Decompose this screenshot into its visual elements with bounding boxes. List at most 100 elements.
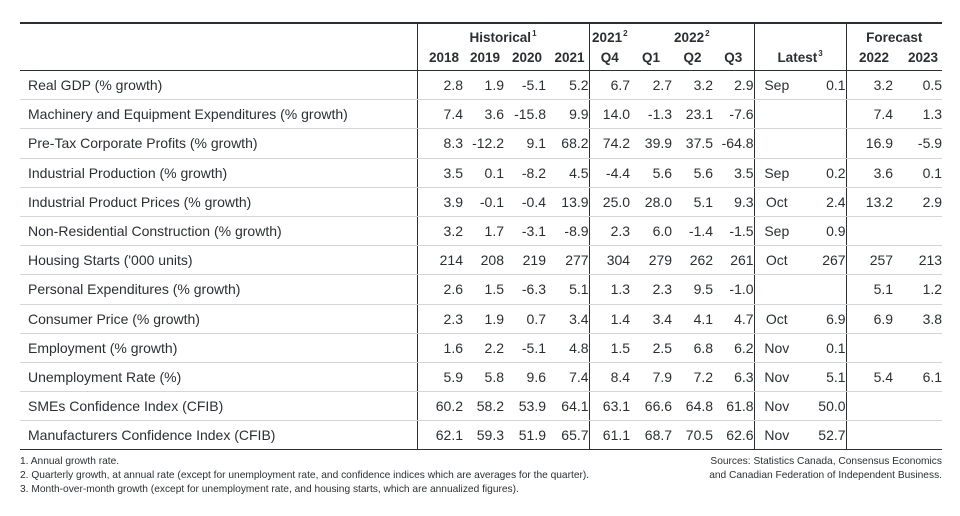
value-2022-q2: 64.8 [672, 391, 714, 422]
latest-month: Nov [753, 391, 800, 422]
value-2020: 219 [504, 245, 546, 276]
forecast-2023: 1.3 [893, 99, 943, 130]
value-2022-q1: 66.6 [630, 391, 673, 422]
forecast-2022 [845, 333, 894, 363]
value-2022-q3: -1.0 [713, 274, 755, 305]
footnotes: 1. Annual growth rate. 2. Quarterly grow… [20, 455, 589, 497]
value-2022-q2: 37.5 [672, 128, 714, 159]
value-2021: 4.8 [546, 333, 590, 363]
forecast-2023 [893, 420, 943, 451]
value-2021-q4: 1.5 [588, 333, 631, 363]
forecast-2023: 1.2 [893, 274, 943, 305]
table-row: Non-Residential Construction (% growth) 3… [20, 216, 943, 247]
indicator-label: Industrial Production (% growth) [20, 158, 417, 188]
value-2021-q4: 74.2 [588, 128, 631, 159]
table-row: SMEs Confidence Index (CFIB) 60.2 58.2 53.9… [20, 391, 943, 422]
value-2021: 65.7 [546, 420, 590, 451]
table-row: Manufacturers Confidence Index (CFIB) 62.… [20, 420, 943, 451]
value-2021: 277 [546, 245, 590, 276]
quarter-2021-header: 20212 [588, 22, 631, 45]
latest-month: Sep [753, 70, 800, 101]
latest-value: 0.2 [799, 158, 847, 188]
sources-note: Sources: Statistics Canada, Consensus Ec… [709, 455, 942, 483]
value-2018: 2.8 [416, 70, 463, 101]
latest-value: 5.1 [799, 362, 847, 393]
value-2021-q4: 1.4 [588, 304, 631, 334]
latest-value: 267 [799, 245, 847, 276]
value-2019: 1.5 [463, 274, 504, 305]
header-blank [20, 22, 417, 45]
header-row-groups: Historical1 20212 20222 Forecast [20, 22, 943, 45]
latest-month: Nov [753, 333, 800, 363]
value-2022-q1: 3.4 [630, 304, 673, 334]
value-2018: 7.4 [416, 99, 463, 130]
value-2021: 5.2 [546, 70, 590, 101]
value-2019: -0.1 [463, 187, 504, 217]
value-2022-q1: 2.7 [630, 70, 673, 101]
value-2022-q1: 5.6 [630, 158, 673, 188]
forecast-2022: 6.9 [845, 304, 894, 334]
value-2020: -5.1 [504, 333, 546, 363]
forecast-2022: 3.2 [845, 70, 894, 101]
value-2018: 214 [416, 245, 463, 276]
latest-value: 52.7 [799, 420, 847, 451]
value-2022-q3: 3.5 [713, 158, 755, 188]
value-2022-q3: 9.3 [713, 187, 755, 217]
value-2022-q2: 3.2 [672, 70, 714, 101]
forecast-2023: 6.1 [893, 362, 943, 393]
value-2020: 9.1 [504, 128, 546, 159]
sources-line-2: and Canadian Federation of Independent B… [709, 470, 942, 481]
latest-value: 50.0 [799, 391, 847, 422]
value-2021-q4: 6.7 [588, 70, 631, 101]
latest-value [799, 128, 847, 159]
value-2022-q3: 6.2 [713, 333, 755, 363]
value-2021-q4: 25.0 [588, 187, 631, 217]
value-2022-q1: -1.3 [630, 99, 673, 130]
indicator-label: Non-Residential Construction (% growth) [20, 216, 417, 247]
col-2021-q4: Q4 [588, 45, 631, 71]
value-2019: 2.2 [463, 333, 504, 363]
value-2022-q3: 261 [713, 245, 755, 276]
latest-month: Oct [753, 187, 800, 217]
value-2018: 8.3 [416, 128, 463, 159]
value-2018: 62.1 [416, 420, 463, 451]
indicator-label: Housing Starts ('000 units) [20, 245, 417, 276]
value-2022-q2: 4.1 [672, 304, 714, 334]
value-2018: 1.6 [416, 333, 463, 363]
value-2022-q3: 2.9 [713, 70, 755, 101]
latest-month [753, 99, 800, 130]
indicator-label: Personal Expenditures (% growth) [20, 274, 417, 305]
value-2022-q1: 68.7 [630, 420, 673, 451]
forecast-2023: 0.1 [893, 158, 943, 188]
value-2022-q1: 2.3 [630, 274, 673, 305]
latest-month: Nov [753, 420, 800, 451]
value-2021: 64.1 [546, 391, 590, 422]
value-2018: 3.9 [416, 187, 463, 217]
forecast-2022: 13.2 [845, 187, 894, 217]
value-2022-q1: 279 [630, 245, 673, 276]
value-2019: 1.9 [463, 70, 504, 101]
forecast-2023: -5.9 [893, 128, 943, 159]
forecast-2023 [893, 333, 943, 363]
value-2022-q1: 2.5 [630, 333, 673, 363]
value-2021-q4: -4.4 [588, 158, 631, 188]
economic-indicators-table: Historical1 20212 20222 Forecast 2018 20… [20, 22, 943, 451]
forecast-2022 [845, 420, 894, 451]
value-2019: 59.3 [463, 420, 504, 451]
latest-month [753, 128, 800, 159]
table-row: Consumer Price (% growth) 2.3 1.9 0.7 3.4 1.4… [20, 304, 943, 334]
value-2019: 208 [463, 245, 504, 276]
value-2018: 60.2 [416, 391, 463, 422]
value-2020: -5.1 [504, 70, 546, 101]
value-2022-q2: 5.6 [672, 158, 714, 188]
value-2019: 1.9 [463, 304, 504, 334]
value-2021-q4: 14.0 [588, 99, 631, 130]
latest-month: Sep [753, 158, 800, 188]
value-2020: -0.4 [504, 187, 546, 217]
footnote-2: 2. Quarterly growth, at annual rate (exc… [20, 470, 590, 481]
value-2021-q4: 304 [588, 245, 631, 276]
value-2022-q3: 62.6 [713, 420, 755, 451]
value-2022-q2: 9.5 [672, 274, 714, 305]
value-2022-q2: 5.1 [672, 187, 714, 217]
table-row: Unemployment Rate (%) 5.9 5.8 9.6 7.4 8.4 7.9 7… [20, 362, 943, 393]
